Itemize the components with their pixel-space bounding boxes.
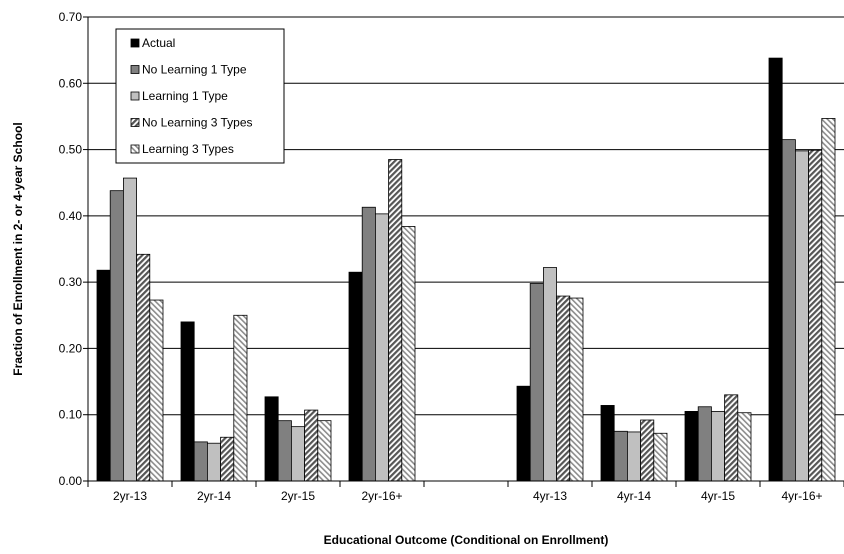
- bar: [795, 150, 810, 482]
- bar: [361, 206, 376, 482]
- bar: [569, 297, 584, 482]
- x-tick-label: 2yr-16+: [361, 489, 402, 503]
- x-tick-label: 2yr-15: [281, 489, 315, 503]
- bar: [388, 159, 403, 482]
- y-tick-label: 0.30: [59, 275, 83, 289]
- x-axis-title: Educational Outcome (Conditional on Enro…: [324, 533, 609, 547]
- bar: [768, 57, 783, 482]
- bar: [640, 419, 655, 482]
- x-tick-labels: 2yr-13 2yr-14 2yr-15 2yr-16+ 4yr-13 4yr-14 4yr…: [113, 489, 823, 503]
- bar: [149, 299, 164, 482]
- y-tick-label: 0.00: [59, 474, 83, 488]
- x-tick-label: 4yr-13: [533, 489, 567, 503]
- legend-label: Actual: [142, 36, 175, 50]
- legend-swatch: [130, 65, 140, 74]
- bar: [543, 267, 558, 482]
- y-axis-title: Fraction of Enrollment in 2- or 4-year S…: [11, 122, 25, 375]
- bar: [193, 441, 208, 482]
- x-tick-label: 4yr-15: [701, 489, 735, 503]
- y-tick-label: 0.70: [59, 10, 83, 24]
- y-tick-label: 0.10: [59, 408, 83, 422]
- bar: [348, 271, 363, 482]
- bar: [600, 405, 615, 482]
- legend-swatch: [130, 118, 140, 127]
- y-tick-label: 0.20: [59, 341, 83, 355]
- legend-label: Learning 1 Type: [142, 89, 228, 103]
- bar: [136, 253, 151, 482]
- bar: [304, 409, 319, 482]
- legend-label: Learning 3 Types: [142, 142, 234, 156]
- y-tick-label: 0.60: [59, 76, 83, 90]
- bar: [711, 410, 726, 482]
- bar: [290, 426, 305, 482]
- bar: [374, 213, 389, 482]
- bar: [821, 118, 836, 482]
- bar: [556, 295, 571, 482]
- legend-label: No Learning 1 Type: [142, 63, 247, 77]
- bar: [516, 385, 531, 482]
- bar: [180, 321, 195, 482]
- legend-swatch: [130, 38, 140, 48]
- bar: [653, 432, 668, 482]
- bar: [96, 269, 111, 482]
- bar: [123, 177, 138, 482]
- bar: [808, 149, 823, 482]
- y-tick-label: 0.50: [59, 143, 83, 157]
- x-tick-label: 2yr-13: [113, 489, 147, 503]
- bar: [781, 139, 796, 482]
- x-tick-label: 2yr-14: [197, 489, 231, 503]
- x-tick-label: 4yr-16+: [781, 489, 822, 503]
- legend-label: No Learning 3 Types: [142, 116, 253, 130]
- legend-swatch: [130, 144, 140, 154]
- legend-box: [115, 28, 285, 164]
- bar: [613, 430, 628, 482]
- bar: [109, 190, 124, 482]
- legend-swatch: [130, 91, 140, 101]
- bar: [627, 431, 642, 482]
- legend: Actual No Learning 1 Type Learning 1 Type N…: [115, 28, 285, 164]
- x-tick-label: 4yr-14: [617, 489, 651, 503]
- bar: [277, 420, 292, 482]
- y-tick-labels: 0.00 0.10 0.20 0.30 0.40 0.50 0.60 0.70: [59, 10, 83, 488]
- bar: [724, 394, 739, 482]
- bar: [697, 406, 712, 482]
- bar: [220, 436, 235, 482]
- bar: [401, 226, 416, 482]
- axes: [87, 17, 844, 487]
- bar: [264, 396, 279, 482]
- bar: [317, 420, 332, 482]
- y-tick-label: 0.40: [59, 209, 83, 223]
- bar: [529, 283, 544, 482]
- bar: [206, 442, 221, 482]
- bar: [233, 314, 248, 482]
- bar: [684, 410, 699, 482]
- bars: [96, 57, 836, 482]
- bar: [737, 412, 752, 482]
